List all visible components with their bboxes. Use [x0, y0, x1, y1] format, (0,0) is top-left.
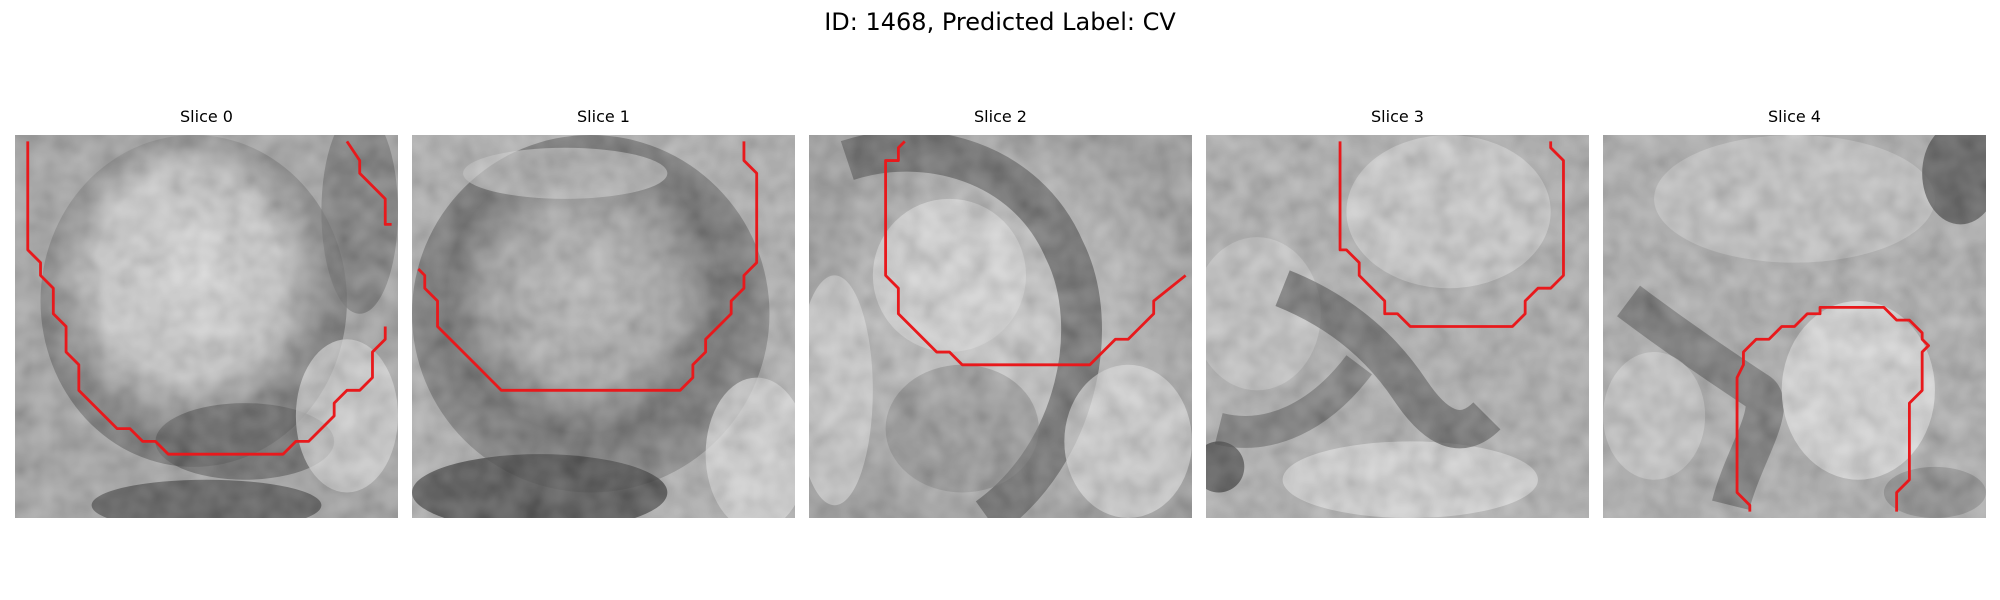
slice-title-1: Slice 1: [577, 107, 630, 126]
slice-title-0: Slice 0: [180, 107, 233, 126]
slice-panel-2: Slice 2: [809, 107, 1192, 530]
slice-panel-3: Slice 3: [1206, 107, 1589, 530]
figure-title: ID: 1468, Predicted Label: CV: [824, 8, 1176, 36]
slice-image-2: [809, 135, 1192, 518]
slice-image-4: [1603, 135, 1986, 518]
slice-image-0: [15, 135, 398, 518]
slice-image-1: [412, 135, 795, 518]
slice-panel-4: Slice 4: [1603, 107, 1986, 530]
slice-image-3: [1206, 135, 1589, 518]
slice-title-2: Slice 2: [974, 107, 1027, 126]
slice-title-3: Slice 3: [1371, 107, 1424, 126]
slice-panel-0: Slice 0: [15, 107, 398, 530]
slice-title-4: Slice 4: [1768, 107, 1821, 126]
slice-panel-1: Slice 1: [412, 107, 795, 530]
